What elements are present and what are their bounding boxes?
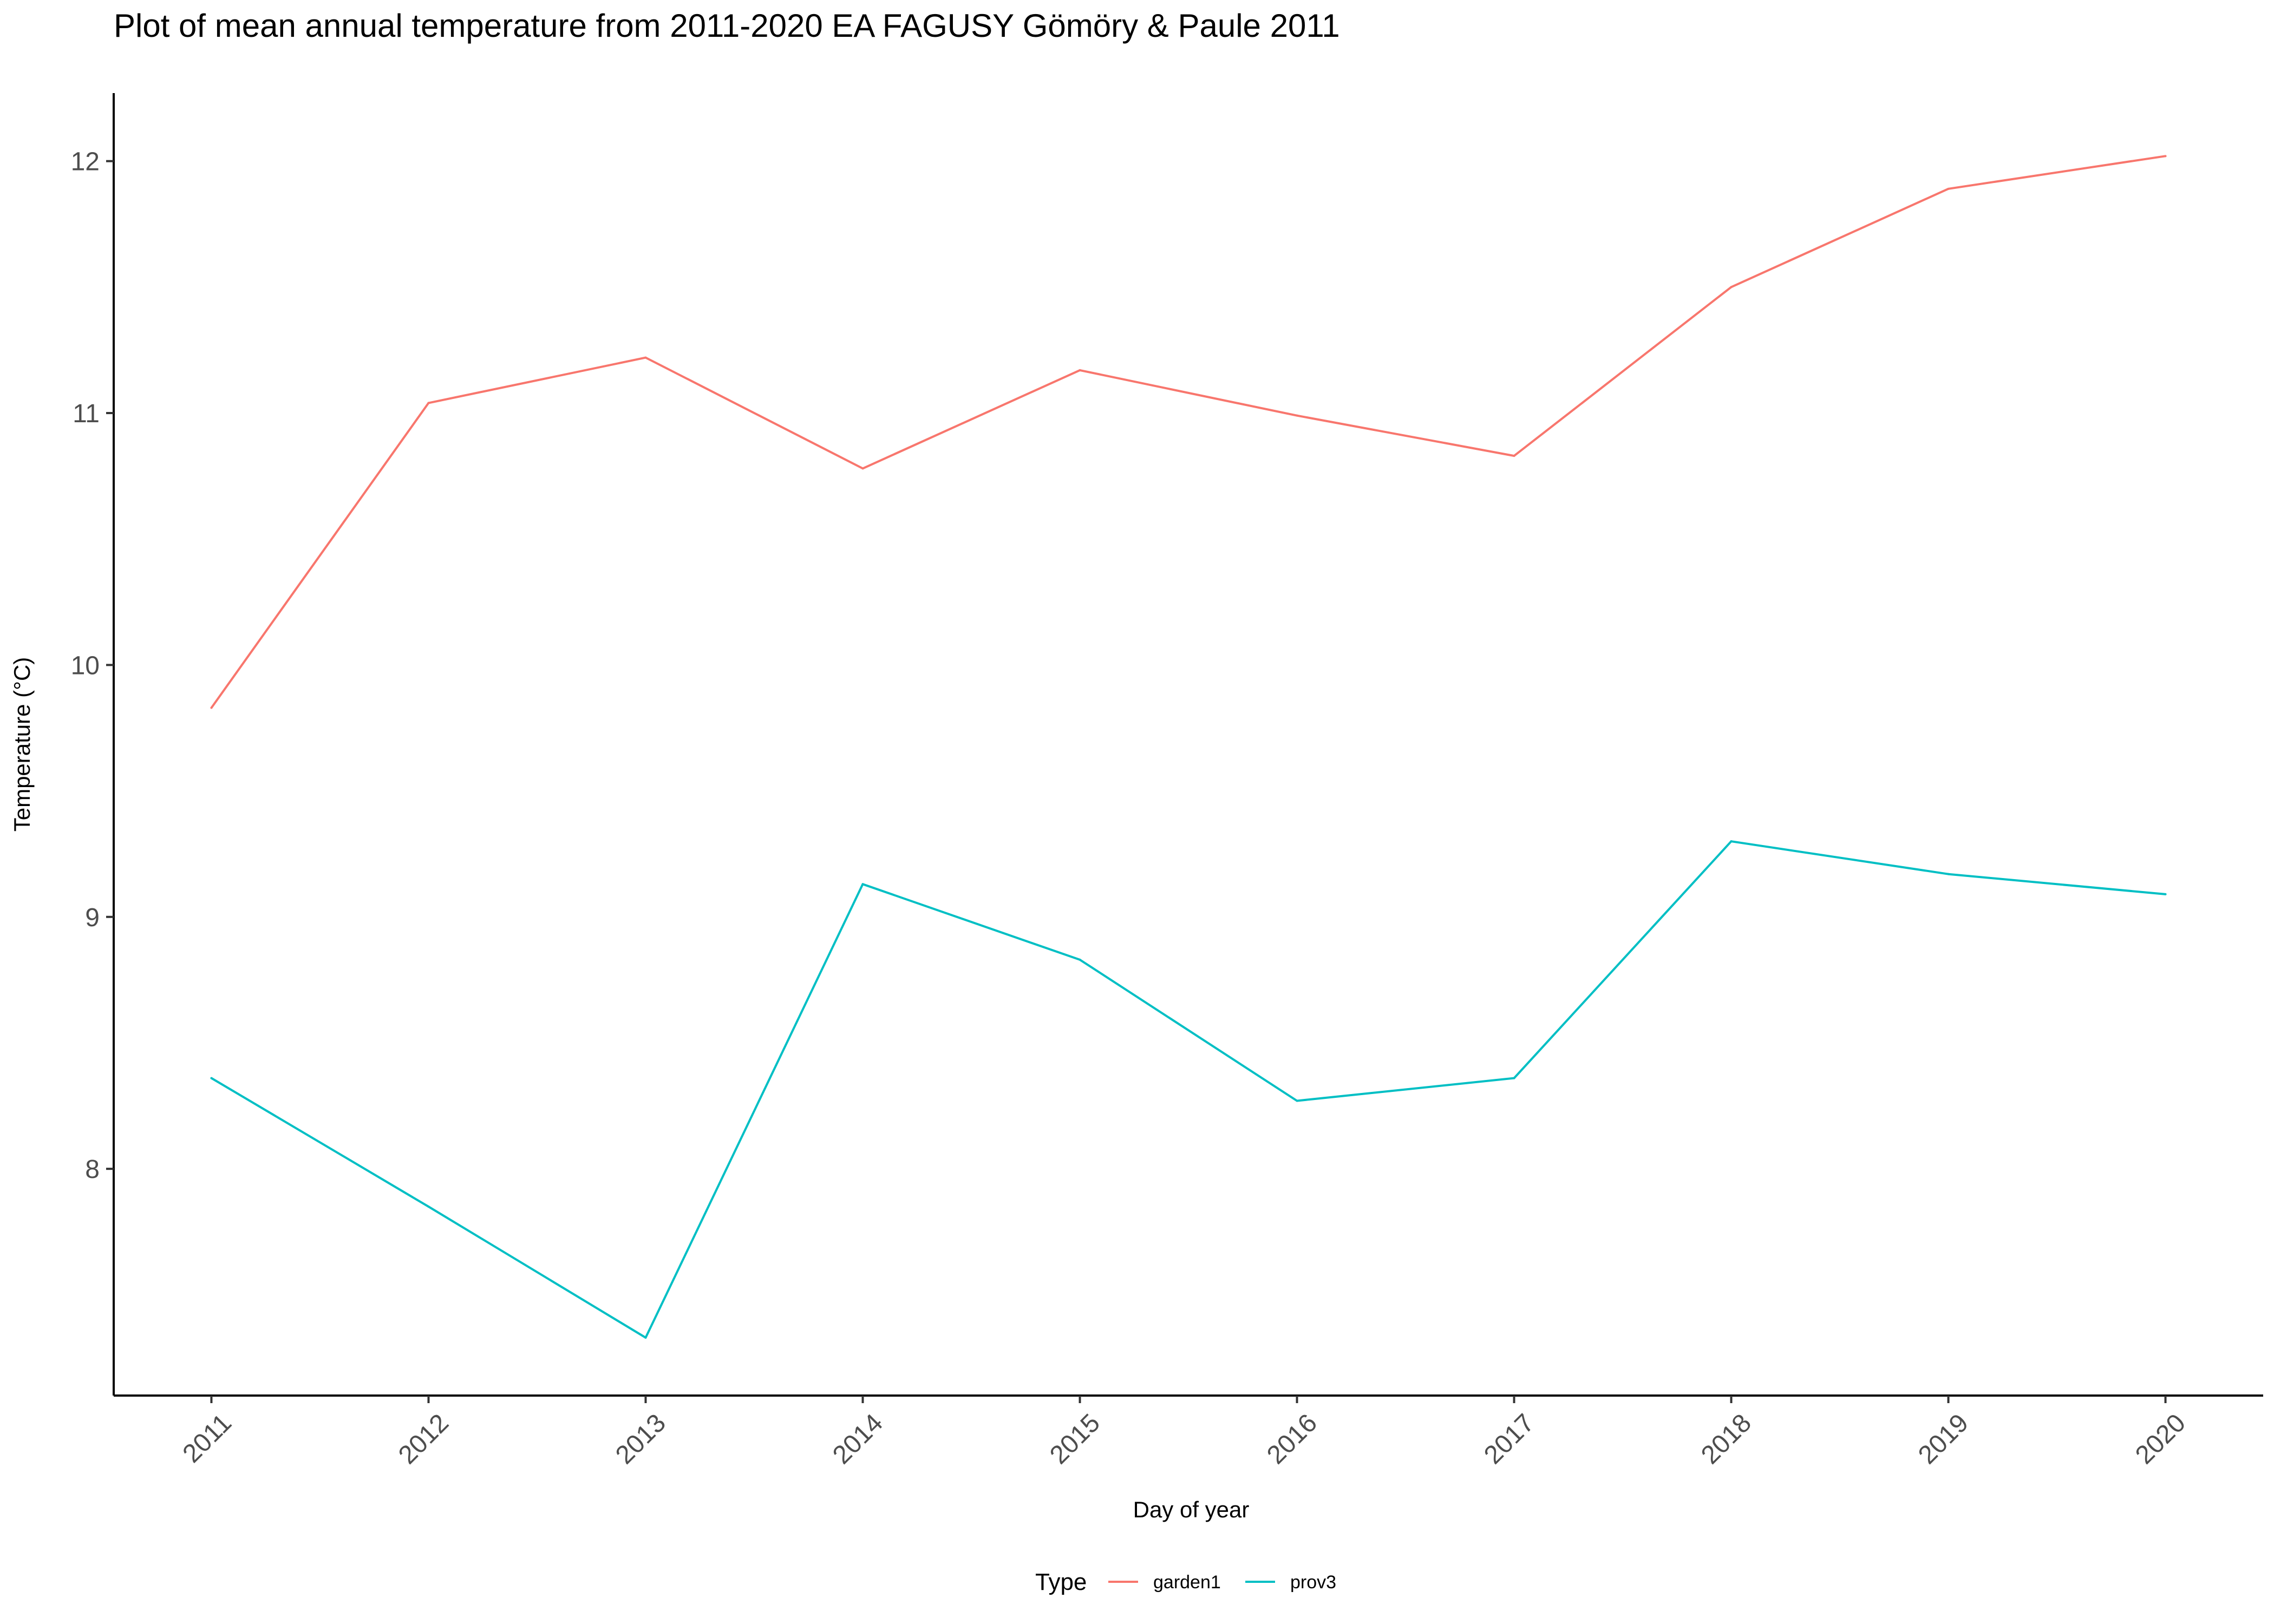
legend-label-prov3: prov3 bbox=[1290, 1572, 1336, 1593]
data-point-garden1-2013 bbox=[644, 356, 647, 359]
data-point-garden1-2019 bbox=[1947, 187, 1950, 190]
data-point-prov3-2013 bbox=[644, 1336, 647, 1339]
data-point-garden1-2018 bbox=[1730, 286, 1733, 289]
data-point-prov3-2011 bbox=[210, 1077, 213, 1079]
legend: Type garden1 prov3 bbox=[1035, 1569, 1336, 1595]
chart-title: Plot of mean annual temperature from 201… bbox=[114, 8, 1340, 44]
data-point-prov3-2014 bbox=[861, 883, 864, 886]
x-tick-label: 2019 bbox=[1913, 1409, 1974, 1470]
y-axis-ticks: 8 9 10 11 12 bbox=[71, 148, 114, 1184]
x-tick-label: 2011 bbox=[178, 1409, 237, 1468]
data-point-prov3-2015 bbox=[1079, 958, 1081, 961]
data-point-prov3-2016 bbox=[1296, 1099, 1298, 1102]
data-point-garden1-2016 bbox=[1296, 414, 1298, 417]
x-tick-label: 2013 bbox=[610, 1409, 671, 1470]
series-layer bbox=[210, 155, 2167, 1339]
data-point-prov3-2017 bbox=[1513, 1077, 1515, 1079]
data-point-prov3-2020 bbox=[2164, 893, 2167, 895]
data-point-prov3-2018 bbox=[1730, 840, 1733, 843]
data-point-garden1-2012 bbox=[427, 402, 430, 404]
y-tick-label: 10 bbox=[71, 651, 100, 680]
series-line-garden1 bbox=[210, 155, 2166, 709]
x-axis-title: Day of year bbox=[1133, 1497, 1250, 1522]
data-point-garden1-2011 bbox=[210, 706, 213, 709]
x-tick-label: 2016 bbox=[1262, 1409, 1323, 1470]
data-point-prov3-2019 bbox=[1947, 873, 1950, 875]
y-tick-label: 12 bbox=[71, 148, 100, 176]
data-point-garden1-2015 bbox=[1079, 369, 1081, 371]
legend-title: Type bbox=[1035, 1569, 1087, 1595]
x-tick-label: 2018 bbox=[1696, 1409, 1757, 1470]
x-axis-ticks: 2011 2012 2013 2014 2015 2016 2017 2018 2019 2020 bbox=[178, 1396, 2191, 1470]
data-point-garden1-2014 bbox=[861, 467, 864, 470]
x-tick-label: 2014 bbox=[827, 1409, 888, 1470]
y-tick-label: 9 bbox=[85, 903, 100, 932]
data-point-garden1-2020 bbox=[2164, 155, 2167, 158]
y-tick-label: 8 bbox=[85, 1155, 100, 1184]
legend-label-garden1: garden1 bbox=[1153, 1572, 1221, 1593]
y-tick-label: 11 bbox=[73, 400, 100, 428]
x-tick-label: 2015 bbox=[1044, 1409, 1106, 1470]
x-tick-label: 2020 bbox=[2130, 1409, 2191, 1470]
x-tick-label: 2017 bbox=[1479, 1409, 1540, 1470]
data-point-prov3-2012 bbox=[427, 1205, 430, 1208]
data-point-garden1-2017 bbox=[1513, 455, 1515, 457]
series-line-prov3 bbox=[211, 840, 2166, 1339]
x-tick-label: 2012 bbox=[393, 1409, 454, 1470]
y-axis-title: Temperature (°C) bbox=[9, 657, 35, 832]
